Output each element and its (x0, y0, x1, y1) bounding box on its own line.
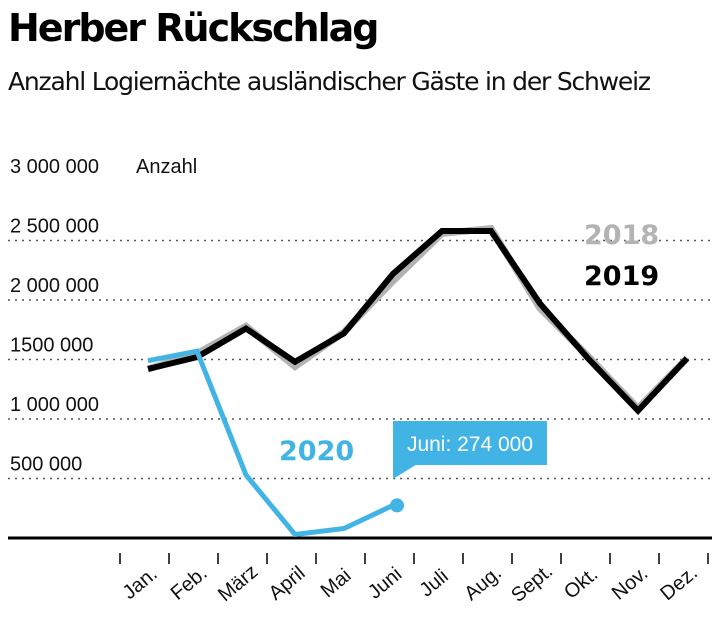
legend-label-2019: 2019 (584, 261, 659, 292)
x-tick-label: Jan. (119, 563, 162, 604)
series-line-2020 (147, 348, 395, 538)
x-tick-label: Nov. (608, 562, 653, 604)
legend-label-2018: 2018 (584, 220, 659, 251)
y-tick-label: 1500 000 (10, 335, 93, 357)
series-line-2019 (147, 227, 690, 416)
y-tick-label: 500 000 (10, 454, 82, 476)
y-tick-label: 3 000 000 (10, 156, 99, 178)
callout-pointer (393, 463, 419, 479)
series-label-2020: 2020 (279, 436, 354, 467)
x-tick-label: Okt. (560, 563, 602, 603)
x-tick-label: Sept. (507, 560, 557, 607)
chart-subtitle: Anzahl Logiernächte ausländischer Gäste … (8, 67, 651, 96)
x-tick-label: Mai (317, 565, 356, 603)
callout-label: Juni: 274 000 (407, 433, 533, 456)
y-tick-label: 2 500 000 (10, 216, 99, 238)
x-tick-label: Aug. (460, 562, 506, 605)
y-axis-label: Anzahl (136, 156, 197, 178)
x-tick-label: Juni (364, 563, 406, 603)
x-tick-label: März (214, 561, 262, 606)
x-tick-label: Dez. (656, 562, 702, 605)
x-tick-label: Feb. (167, 562, 212, 605)
y-tick-label: 2 000 000 (10, 275, 99, 297)
callout-box (393, 421, 547, 465)
x-tick-label: Juli (416, 565, 453, 601)
series-2020-endpoint (390, 498, 404, 513)
x-tick-label: April (265, 562, 310, 605)
y-tick-label: 1 000 000 (10, 394, 99, 416)
chart-title: Herber Rückschlag (8, 6, 379, 50)
